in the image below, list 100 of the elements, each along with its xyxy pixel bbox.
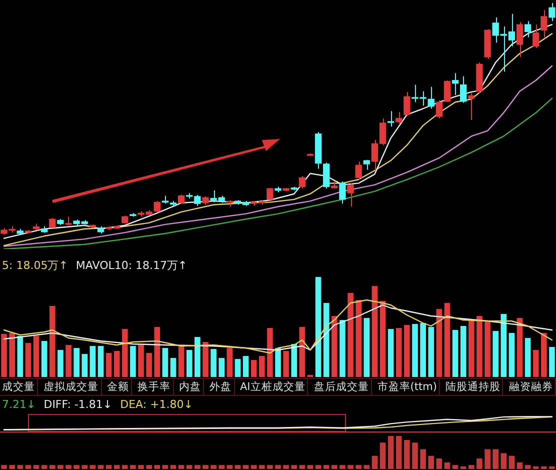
text: DIFF: -1.81↓ — [44, 397, 112, 413]
bar — [380, 442, 386, 469]
bar — [218, 358, 224, 377]
bar — [524, 465, 531, 469]
candlestick — [548, 2, 556, 22]
bar — [9, 333, 15, 377]
candlestick — [540, 10, 548, 38]
bar — [323, 303, 330, 377]
bar — [364, 318, 370, 377]
text: 换手率 — [136, 379, 174, 395]
bar — [420, 323, 426, 377]
bar — [388, 436, 394, 469]
candlestick — [404, 91, 410, 116]
bar — [372, 286, 378, 377]
bar — [348, 465, 354, 469]
text: AI立桩成交量 — [238, 379, 308, 395]
bar — [283, 465, 289, 469]
bar — [242, 465, 249, 469]
bar — [380, 301, 386, 377]
bar — [210, 465, 216, 469]
bar — [106, 465, 112, 469]
bar — [162, 348, 168, 377]
bar — [267, 328, 273, 377]
bar — [275, 465, 281, 469]
bar — [130, 465, 136, 469]
bar — [291, 465, 298, 469]
text: 陆股通持股 — [443, 379, 504, 395]
bar — [307, 465, 314, 469]
bar — [444, 303, 450, 377]
chart-title: 5: 18.05万↑ — [2, 258, 68, 274]
bar — [122, 465, 128, 469]
text: DEA: +1.80↓ — [120, 397, 194, 413]
candlestick — [460, 76, 467, 104]
bar — [468, 321, 474, 377]
text: 虚拟成交量 — [42, 379, 102, 395]
bar — [170, 465, 176, 469]
bar — [267, 465, 273, 469]
text: 盘后成交量 — [312, 379, 372, 395]
bar — [315, 465, 322, 469]
bar — [372, 456, 378, 469]
bar — [492, 331, 498, 377]
bar — [532, 350, 539, 377]
bar — [348, 293, 354, 377]
bar — [460, 466, 466, 469]
candlestick — [428, 86, 434, 110]
text: 外盘 — [208, 379, 234, 395]
chart-subtitle: MAVOL10: 18.17万↑ — [76, 258, 188, 274]
bar — [138, 465, 144, 469]
bar — [25, 343, 32, 377]
bar — [82, 354, 88, 377]
candlestick — [516, 21, 524, 58]
bar — [404, 440, 410, 469]
bar — [283, 351, 289, 377]
bar — [291, 344, 298, 377]
bar — [250, 360, 257, 377]
bar — [258, 465, 265, 469]
bar — [299, 465, 306, 469]
bar — [218, 465, 224, 469]
bar — [25, 465, 32, 469]
bar — [194, 337, 200, 377]
bar — [420, 449, 426, 469]
bar — [452, 465, 458, 469]
bar — [516, 462, 523, 469]
candlestick — [298, 176, 306, 190]
candlestick — [339, 180, 346, 204]
candlestick — [452, 72, 459, 96]
bar — [508, 333, 515, 377]
bar — [396, 436, 402, 469]
candlestick — [436, 100, 442, 119]
bar — [41, 465, 48, 469]
candlestick — [468, 92, 475, 120]
candlestick — [396, 112, 402, 124]
bar — [549, 466, 555, 469]
bar — [250, 465, 257, 469]
bar — [90, 465, 96, 469]
bar — [66, 465, 72, 469]
bar — [332, 316, 338, 377]
bar — [1, 334, 7, 377]
bar — [202, 465, 208, 469]
bar — [388, 329, 394, 377]
bar — [186, 350, 192, 377]
bar — [162, 465, 168, 469]
bar — [332, 465, 338, 469]
bar — [98, 465, 104, 469]
candlestick — [387, 110, 394, 127]
bar — [234, 359, 241, 377]
bar — [186, 465, 192, 469]
bar — [138, 345, 144, 377]
bar — [356, 300, 362, 377]
bar — [436, 309, 442, 377]
bar — [452, 330, 458, 377]
bar — [484, 321, 490, 377]
bar — [258, 356, 265, 377]
candlestick — [347, 182, 354, 208]
bar — [154, 465, 160, 469]
bar — [476, 316, 482, 377]
bar — [33, 336, 40, 377]
bar — [226, 348, 233, 377]
text: 7.21↓ — [2, 397, 36, 413]
candlestick — [323, 162, 330, 190]
